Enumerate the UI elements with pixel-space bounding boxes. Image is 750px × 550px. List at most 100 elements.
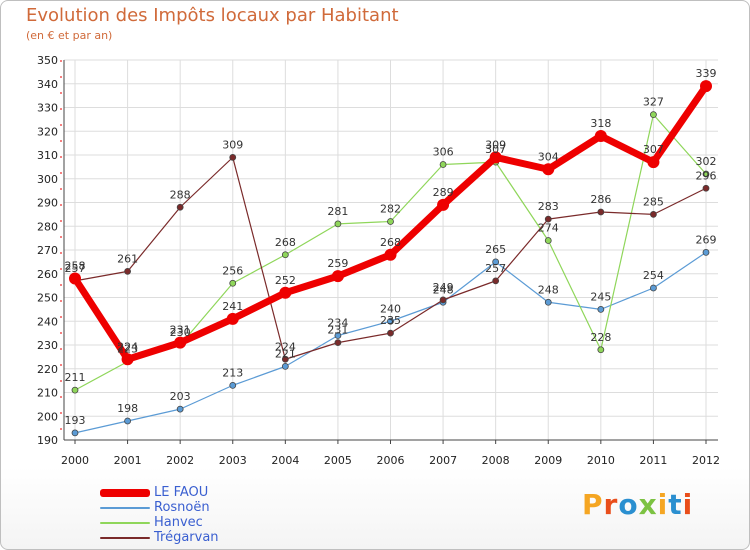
- data-label: 245: [590, 290, 611, 303]
- y-tick-label: 300: [37, 173, 58, 186]
- data-label: 241: [222, 300, 243, 313]
- y-tick-label: 290: [37, 197, 58, 210]
- data-label: 193: [65, 414, 86, 427]
- data-label: 203: [170, 390, 191, 403]
- y-tick-label: 190: [37, 434, 58, 447]
- data-label: 269: [696, 233, 717, 246]
- data-point: [597, 305, 605, 313]
- data-point: [542, 163, 555, 176]
- y-tick-label: 240: [37, 315, 58, 328]
- data-point: [69, 272, 81, 285]
- data-label: 230: [170, 326, 191, 339]
- data-point: [544, 298, 552, 306]
- data-label: 268: [275, 236, 296, 249]
- data-label: 213: [222, 366, 243, 379]
- legend-label-rosnoen: Rosnoën: [154, 500, 210, 515]
- legend-item-hanvec[interactable]: Hanvec: [100, 515, 270, 530]
- data-label: 249: [433, 281, 454, 294]
- data-label: 327: [643, 96, 664, 109]
- data-point: [597, 346, 605, 354]
- data-point: [492, 258, 500, 266]
- data-label: 306: [433, 146, 454, 159]
- y-tick-label: 220: [37, 363, 58, 376]
- data-label: 235: [380, 314, 401, 327]
- data-label: 254: [643, 269, 664, 282]
- data-point: [647, 156, 660, 169]
- data-label: 248: [538, 283, 559, 296]
- x-tick-label: 2002: [166, 454, 194, 467]
- data-label: 318: [590, 117, 611, 130]
- y-tick-label: 340: [37, 78, 58, 91]
- data-label: 283: [538, 200, 559, 213]
- y-tick-label: 350: [37, 54, 58, 67]
- data-label: 261: [117, 252, 138, 265]
- data-label: 231: [170, 324, 191, 337]
- data-label: 256: [222, 264, 243, 277]
- data-point: [702, 248, 710, 256]
- data-label: 234: [327, 317, 348, 330]
- legend: LE FAOU Rosnoën Hanvec Trégarvan: [100, 485, 270, 545]
- data-label: 224: [275, 340, 296, 353]
- y-tick-label: 320: [37, 125, 58, 138]
- data-label: 286: [590, 193, 611, 206]
- logo-letter: i: [657, 488, 669, 521]
- data-label: 248: [433, 283, 454, 296]
- data-point: [176, 405, 184, 413]
- data-label: 274: [538, 222, 559, 235]
- data-point: [174, 336, 187, 349]
- data-label: 288: [170, 188, 191, 201]
- data-point: [702, 170, 710, 178]
- x-tick-label: 2011: [639, 454, 667, 467]
- data-label: 228: [590, 331, 611, 344]
- logo-letter: r: [603, 488, 619, 521]
- data-label: 257: [65, 262, 86, 275]
- data-point: [439, 296, 447, 304]
- data-label: 339: [696, 67, 717, 80]
- legend-swatch-le-faou: [100, 489, 150, 497]
- y-tick-label: 280: [37, 220, 58, 233]
- data-label: 221: [275, 347, 296, 360]
- data-label: 309: [485, 138, 506, 151]
- data-label: 223: [117, 343, 138, 356]
- y-tick-label: 310: [37, 149, 58, 162]
- data-point: [124, 267, 131, 275]
- y-tick-label: 330: [37, 102, 58, 115]
- data-point: [229, 279, 237, 287]
- proxiti-logo: Proxiti: [582, 488, 693, 521]
- x-tick-label: 2004: [271, 454, 299, 467]
- data-label: 259: [327, 257, 348, 270]
- x-tick-label: 2008: [482, 454, 510, 467]
- legend-item-rosnoen[interactable]: Rosnoën: [100, 500, 270, 515]
- y-tick-label: 260: [37, 268, 58, 281]
- data-point: [281, 355, 289, 363]
- data-point: [489, 151, 502, 164]
- data-label: 281: [327, 205, 348, 218]
- logo-letter: P: [582, 488, 604, 521]
- legend-swatch-rosnoen: [100, 507, 150, 509]
- data-point: [281, 251, 289, 259]
- data-label: 211: [65, 371, 86, 384]
- y-tick-label: 250: [37, 292, 58, 305]
- y-tick-label: 230: [37, 339, 58, 352]
- legend-item-tregarvan[interactable]: Trégarvan: [100, 530, 270, 545]
- data-point: [229, 153, 237, 161]
- data-label: 252: [275, 274, 296, 287]
- data-label: 224: [117, 340, 138, 353]
- x-tick-label: 2005: [324, 454, 352, 467]
- x-tick-label: 2012: [692, 454, 720, 467]
- data-label: 304: [538, 150, 559, 163]
- data-point: [594, 130, 607, 142]
- data-label: 282: [380, 203, 401, 216]
- data-point: [226, 312, 239, 325]
- data-label: 285: [643, 195, 664, 208]
- data-point: [71, 429, 79, 437]
- data-label: 309: [222, 138, 243, 151]
- legend-label-hanvec: Hanvec: [154, 515, 203, 530]
- y-tick-label: 210: [37, 387, 58, 400]
- legend-label-le-faou: LE FAOU: [154, 485, 209, 500]
- legend-label-tregarvan: Trégarvan: [154, 530, 219, 545]
- legend-item-le-faou[interactable]: LE FAOU: [100, 485, 270, 500]
- data-point: [650, 210, 657, 218]
- x-tick-label: 2006: [377, 454, 405, 467]
